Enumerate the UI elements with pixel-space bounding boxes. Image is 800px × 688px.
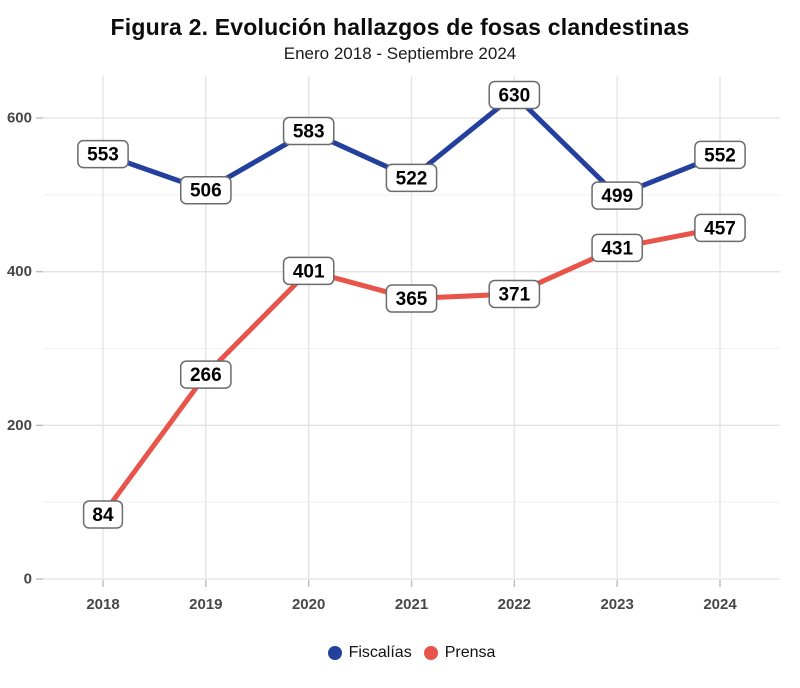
data-label-prensa-2020: 401	[282, 256, 335, 286]
x-tick-label-2020: 2020	[292, 596, 325, 613]
data-label-fiscalias-2019: 506	[179, 175, 232, 205]
svg-text:84: 84	[92, 505, 114, 526]
axis-ticks	[36, 117, 721, 587]
legend-dot-fiscalias	[327, 646, 342, 660]
legend: Fiscalías Prensa	[43, 641, 780, 665]
svg-text:401: 401	[293, 261, 325, 282]
data-label-fiscalias-2023: 499	[591, 181, 644, 210]
chart-subtitle: Enero 2018 - Septiembre 2024	[283, 44, 517, 63]
svg-text:371: 371	[498, 284, 530, 305]
data-label-fiscalias-2020: 583	[282, 116, 335, 146]
data-label-prensa-2018: 84	[82, 500, 124, 529]
svg-text:522: 522	[396, 168, 428, 189]
gridlines-major	[43, 76, 780, 580]
data-label-prensa-2021: 365	[385, 284, 438, 313]
svg-text:499: 499	[601, 186, 633, 207]
chart-title: Figura 2. Evolución hallazgos de fosas c…	[110, 14, 690, 40]
svg-text:431: 431	[601, 238, 633, 259]
data-label-fiscalias-2018: 553	[77, 139, 129, 169]
data-label-fiscalias-2024: 552	[694, 140, 746, 170]
x-tick-label-2019: 2019	[189, 596, 222, 613]
svg-text:365: 365	[396, 289, 428, 310]
legend-dot-prensa	[423, 646, 438, 660]
svg-text:630: 630	[498, 85, 530, 106]
legend-label-prensa: Prensa	[444, 644, 496, 661]
svg-text:583: 583	[293, 122, 325, 143]
x-tick-label-2022: 2022	[498, 596, 531, 613]
svg-text:506: 506	[190, 181, 222, 202]
legend-item-fiscalias: Fiscalías	[327, 644, 412, 662]
legend-label-fiscalias: Fiscalías	[348, 644, 412, 661]
svg-text:457: 457	[704, 218, 736, 239]
data-label-prensa-2024: 457	[694, 213, 746, 243]
data-labels-prensa: 84 266 401 365 371 431 457	[82, 213, 746, 529]
data-label-prensa-2019: 266	[179, 360, 232, 389]
data-labels-fiscalias: 553 506 583 522 630 499 552	[77, 80, 746, 210]
x-tick-label-2021: 2021	[395, 596, 428, 613]
y-tick-label: 200	[7, 417, 32, 434]
data-label-prensa-2022: 371	[488, 279, 541, 309]
legend-item-prensa: Prensa	[423, 644, 496, 662]
data-label-prensa-2023: 431	[591, 233, 644, 263]
x-axis-labels: 2018 2019 2020 2021 2022 2023 2024	[86, 596, 737, 613]
svg-text:552: 552	[704, 145, 736, 166]
data-label-fiscalias-2022: 630	[488, 80, 541, 110]
y-tick-label: 400	[7, 263, 32, 280]
y-tick-label: 600	[7, 110, 32, 127]
x-tick-label-2024: 2024	[703, 596, 737, 613]
svg-text:553: 553	[87, 145, 119, 166]
y-tick-label: 0	[24, 571, 32, 588]
svg-text:266: 266	[190, 365, 222, 386]
y-axis-labels: 0 200 400 600	[7, 110, 32, 588]
x-tick-label-2023: 2023	[600, 596, 633, 613]
x-tick-label-2018: 2018	[86, 596, 119, 613]
data-label-fiscalias-2021: 522	[385, 163, 438, 193]
